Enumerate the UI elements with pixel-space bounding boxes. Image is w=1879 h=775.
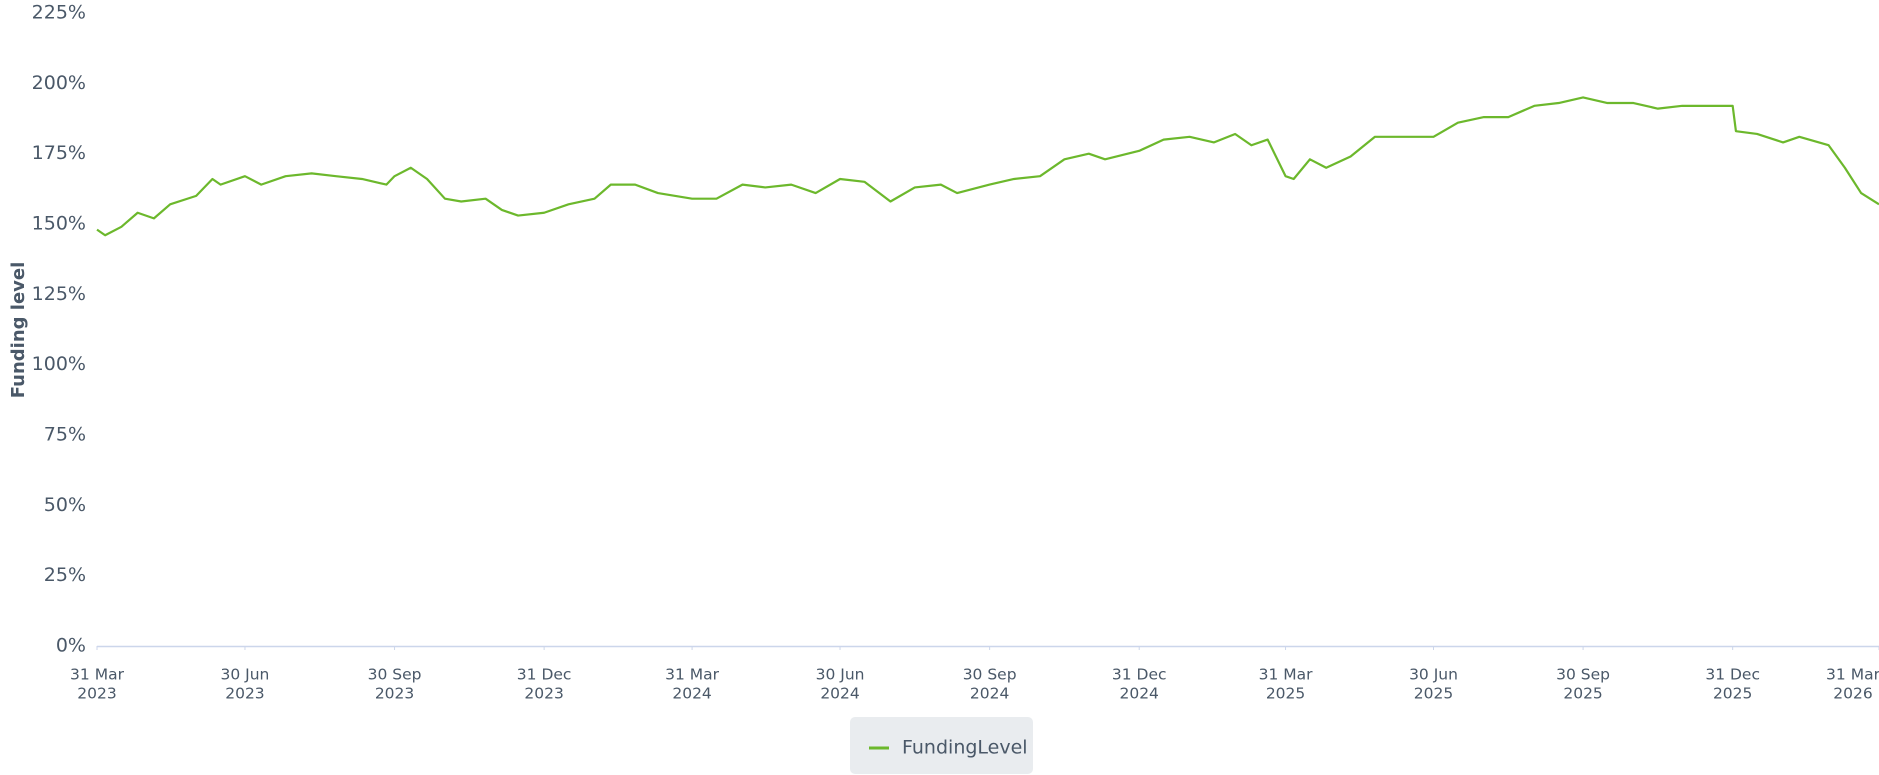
legend-box <box>850 717 1033 774</box>
x-tick-label: 2023 <box>375 685 414 703</box>
x-tick-label: 30 Sep <box>1556 666 1610 684</box>
x-tick-label: 2024 <box>970 685 1009 703</box>
x-tick-label: 30 Jun <box>221 666 270 684</box>
x-tick-label: 2024 <box>672 685 711 703</box>
y-tick-label: 0% <box>56 635 86 657</box>
y-tick-label: 100% <box>32 353 86 375</box>
x-tick-label: 2024 <box>820 685 859 703</box>
x-tick-label: 2025 <box>1266 685 1305 703</box>
x-tick-label: 31 Mar <box>1826 666 1879 684</box>
x-tick-label: 31 Dec <box>517 666 572 684</box>
y-tick-label: 150% <box>32 213 86 235</box>
x-tick-label: 2025 <box>1414 685 1453 703</box>
x-tick-label: 31 Mar <box>1259 666 1314 684</box>
legend-label: FundingLevel <box>902 737 1028 759</box>
x-tick-label: 31 Mar <box>70 666 125 684</box>
data-line <box>96 96 1879 237</box>
x-tick-label: 31 Dec <box>1112 666 1167 684</box>
x-tick-label: 31 Mar <box>665 666 720 684</box>
y-tick-label: 50% <box>44 494 86 516</box>
y-axis-title: Funding level <box>8 262 29 399</box>
x-tick-label: 30 Sep <box>368 666 422 684</box>
x-tick-label: 31 Dec <box>1705 666 1760 684</box>
y-tick-label: 25% <box>44 564 86 586</box>
x-tick-label: 2025 <box>1563 685 1602 703</box>
x-tick-label: 2026 <box>1833 685 1872 703</box>
x-tick-label: 2025 <box>1713 685 1752 703</box>
y-tick-label: 75% <box>44 424 86 446</box>
x-tick-label: 30 Jun <box>816 666 865 684</box>
x-tick-label: 2023 <box>77 685 116 703</box>
y-tick-label: 225% <box>32 2 86 24</box>
y-tick-label: 125% <box>32 283 86 305</box>
x-tick-label: 30 Sep <box>963 666 1017 684</box>
y-tick-label: 175% <box>32 142 86 164</box>
x-tick-label: 30 Jun <box>1409 666 1458 684</box>
x-tick-label: 2024 <box>1119 685 1158 703</box>
x-tick-label: 2023 <box>524 685 563 703</box>
y-tick-label: 200% <box>32 72 86 94</box>
legend: FundingLevel <box>850 717 1033 774</box>
x-tick-label: 2023 <box>225 685 264 703</box>
